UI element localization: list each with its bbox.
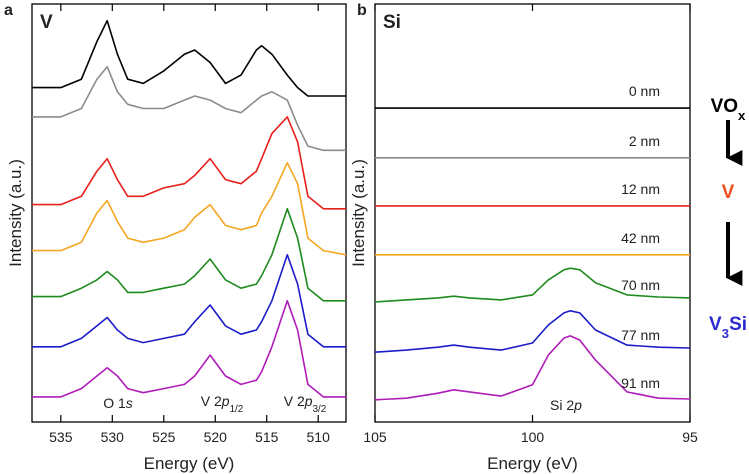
spectrum-line [32,116,346,210]
text-part: 3/2 [313,404,327,415]
text-part: Si 2 [550,397,574,413]
process-step: V [722,182,735,203]
spectrum-line [32,254,346,348]
text-part: Si [729,314,747,335]
spectrum-line [374,335,691,401]
text-part: O 1 [103,395,126,411]
x-tick-label: 105 [363,429,387,445]
annotation: V 2p3/2 [284,393,326,415]
spectrum-line [32,65,346,152]
process-step: VOx [711,96,746,123]
x-tick-label: 95 [682,429,698,445]
spectrum-line [32,300,346,398]
spectrum-line [32,162,347,256]
x-tick-label: 510 [307,429,331,445]
spectrum-line [374,267,691,303]
x-tick-label: 530 [101,429,125,445]
text-part: p [573,397,582,413]
annotation: V 2p1/2 [201,393,243,415]
text-part: s [126,395,133,411]
text-part: V [722,182,735,203]
text-part: VO [711,96,738,117]
text-part: 3 [722,326,729,341]
legend-label: 12 nm [621,181,660,197]
plot-frame [374,3,691,423]
text-part: V 2 [284,393,305,409]
x-tick-label: 100 [521,429,545,445]
spectrum-line [32,208,346,302]
x-axis-title: Energy (eV) [487,454,578,473]
x-tick-label: 520 [204,429,228,445]
legend-label: 77 nm [621,327,660,343]
process-step: V3Si [709,314,747,341]
text-part: 1/2 [230,404,244,415]
x-tick-label: 535 [49,429,73,445]
panel-letter: a [4,2,13,19]
plot-frame [31,3,347,423]
annotation: Si 2p [550,397,582,413]
panel-letter: b [357,2,367,19]
x-tick-label: 525 [152,429,176,445]
legend-label: 0 nm [629,83,660,99]
y-axis-title: Intensity (a.u.) [349,159,368,267]
legend-label: 91 nm [621,375,660,391]
legend-label: 70 nm [621,277,660,293]
y-axis-title: Intensity (a.u.) [6,159,25,267]
panel-title: V [40,12,53,33]
text-part: V [709,314,722,335]
spectrum-line [374,310,691,353]
spectrum-line [32,19,346,97]
text-part: p [304,393,313,409]
text-part: V 2 [201,393,222,409]
x-axis-title: Energy (eV) [144,454,235,473]
legend-label: 42 nm [621,230,660,246]
annotation: O 1s [103,395,133,411]
text-part: x [738,108,746,123]
panel-title: Si [383,12,401,33]
x-tick-label: 515 [255,429,279,445]
legend-label: 2 nm [629,133,660,149]
text-part: p [221,393,230,409]
